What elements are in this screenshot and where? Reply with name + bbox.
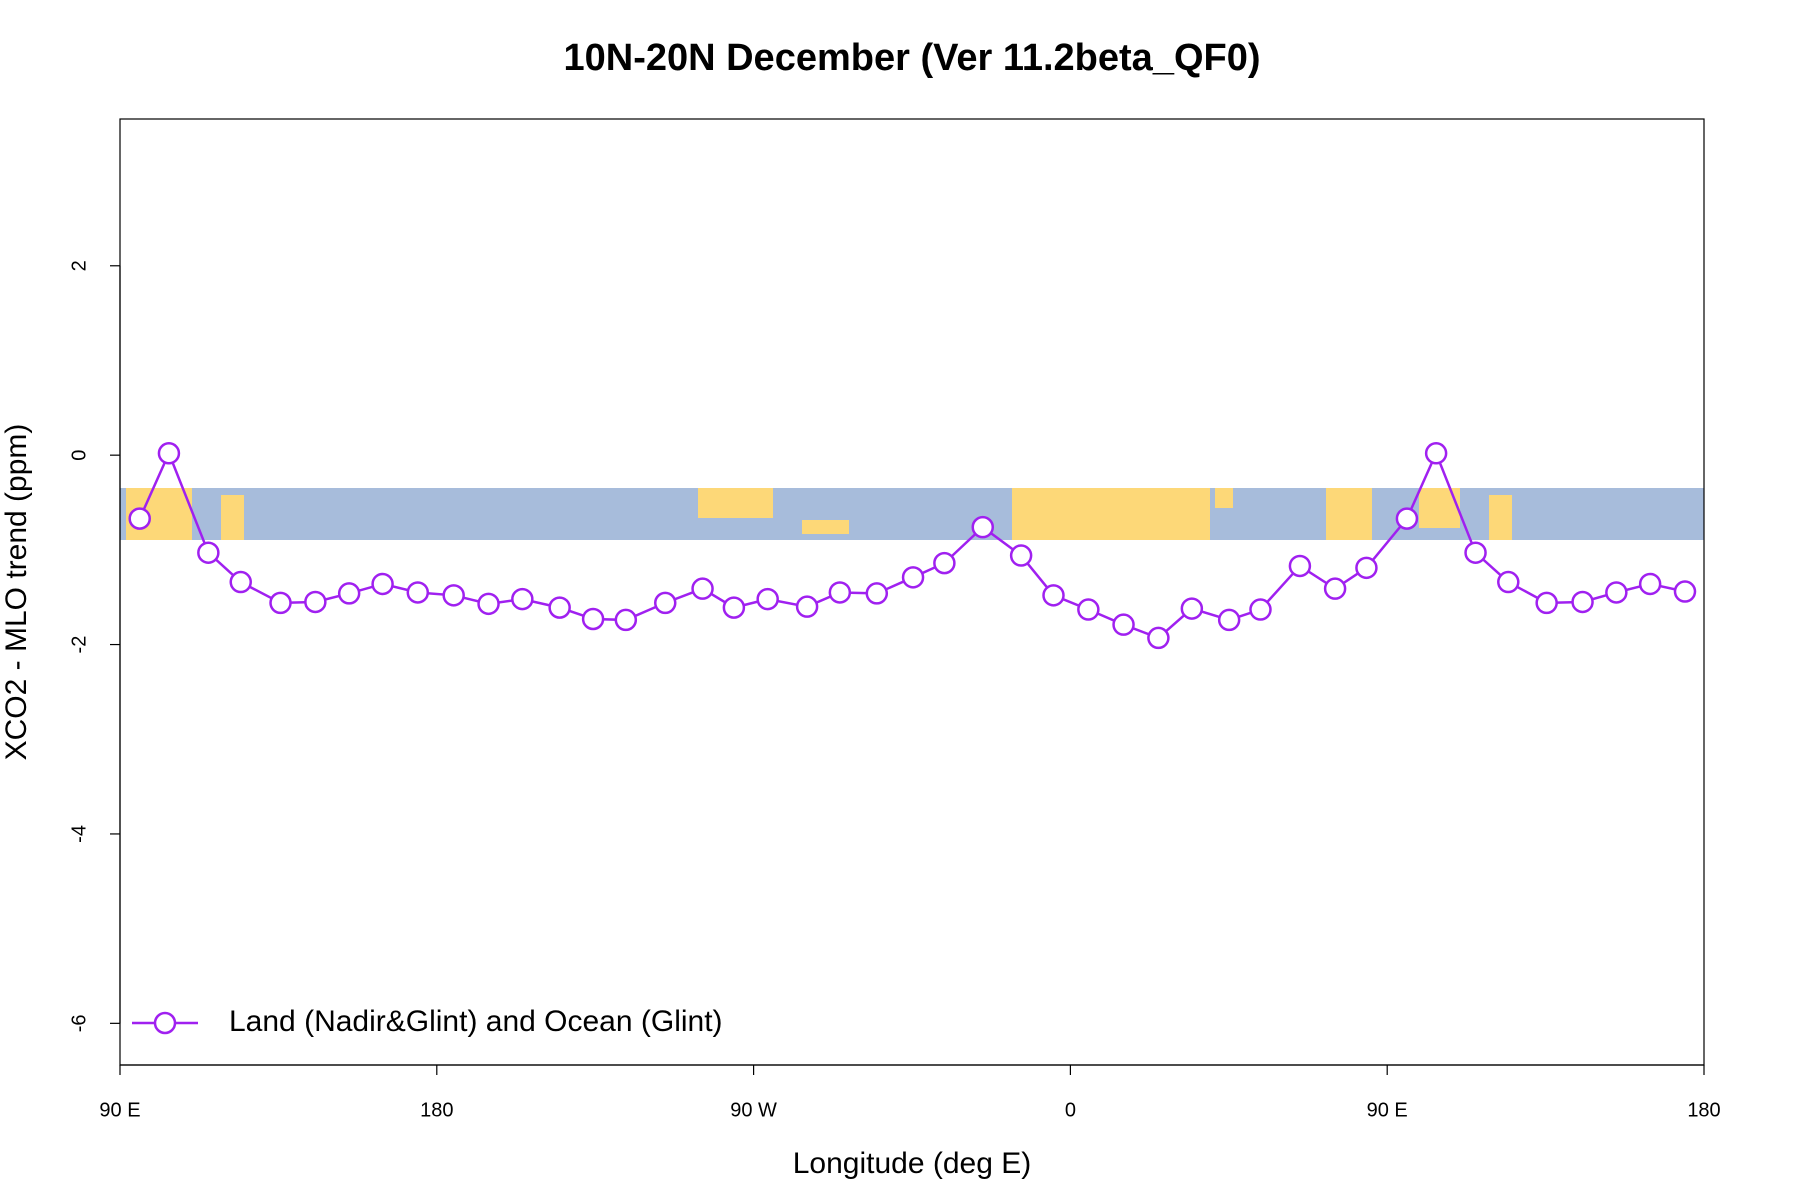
data-point: [157, 442, 181, 465]
data-point: [1249, 598, 1272, 621]
data-point: [1077, 598, 1100, 621]
x-tick-label: 0: [1065, 1099, 1076, 1121]
data-point: [511, 587, 534, 611]
data-point: [614, 608, 638, 632]
data-point: [371, 572, 394, 596]
data-point: [1217, 608, 1241, 632]
y-tick-label: 0: [68, 450, 90, 461]
data-point: [653, 591, 677, 615]
data-point: [337, 582, 361, 605]
data-point: [901, 566, 925, 589]
map-strip: [120, 488, 1704, 540]
data-point: [1605, 581, 1628, 604]
data-point: [1395, 507, 1419, 530]
data-point: [229, 570, 252, 594]
data-point: [828, 581, 852, 604]
y-tick-label: -2: [68, 636, 90, 654]
data-point: [865, 582, 889, 605]
x-tick-label: 90 E: [99, 1099, 140, 1121]
data-point: [1673, 580, 1697, 603]
data-point: [971, 515, 995, 539]
series-line: [138, 450, 1686, 640]
data-point: [1535, 591, 1558, 615]
chart-title: 10N-20N December (Ver 11.2beta_QF0): [563, 37, 1260, 79]
data-point: [1112, 613, 1135, 636]
data-point: [1009, 544, 1033, 567]
data-point: [406, 581, 430, 604]
y-tick-label: 2: [68, 260, 90, 271]
data-point: [548, 596, 571, 619]
data-point: [795, 595, 819, 618]
data-point: [756, 587, 779, 611]
data-point: [1288, 554, 1312, 578]
data-point: [442, 584, 465, 607]
data-point: [933, 551, 956, 575]
data-point: [477, 592, 500, 616]
legend-marker: [153, 1011, 177, 1035]
data-point: [1355, 556, 1378, 580]
data-point: [304, 590, 327, 614]
data-point: [722, 596, 746, 619]
x-tick-label: 90 E: [1367, 1099, 1408, 1121]
data-point: [1464, 541, 1487, 564]
data-point: [1424, 442, 1448, 465]
data-point: [1571, 590, 1594, 614]
data-point: [1042, 584, 1065, 607]
data-point: [1147, 626, 1170, 650]
data-point: [269, 591, 292, 615]
y-tick-label: -4: [68, 825, 90, 843]
y-axis-label: XCO2 - MLO trend (ppm): [0, 424, 33, 761]
legend-label: Land (Nadir&Glint) and Ocean (Glint): [229, 1005, 723, 1038]
x-tick-label: 180: [1687, 1099, 1720, 1121]
x-tick-label: 90 W: [730, 1099, 777, 1121]
data-point: [581, 607, 605, 631]
data-point: [128, 507, 151, 530]
land: [126, 488, 1512, 540]
x-tick-label: 180: [420, 1099, 453, 1121]
data-point: [1180, 597, 1204, 620]
data-point: [691, 577, 714, 600]
data-point: [1497, 570, 1520, 594]
y-tick-label: -6: [68, 1014, 90, 1032]
data-point: [1638, 572, 1662, 596]
x-axis-label: Longitude (deg E): [793, 1147, 1032, 1180]
data-point: [197, 541, 220, 564]
data-point: [1323, 577, 1347, 600]
